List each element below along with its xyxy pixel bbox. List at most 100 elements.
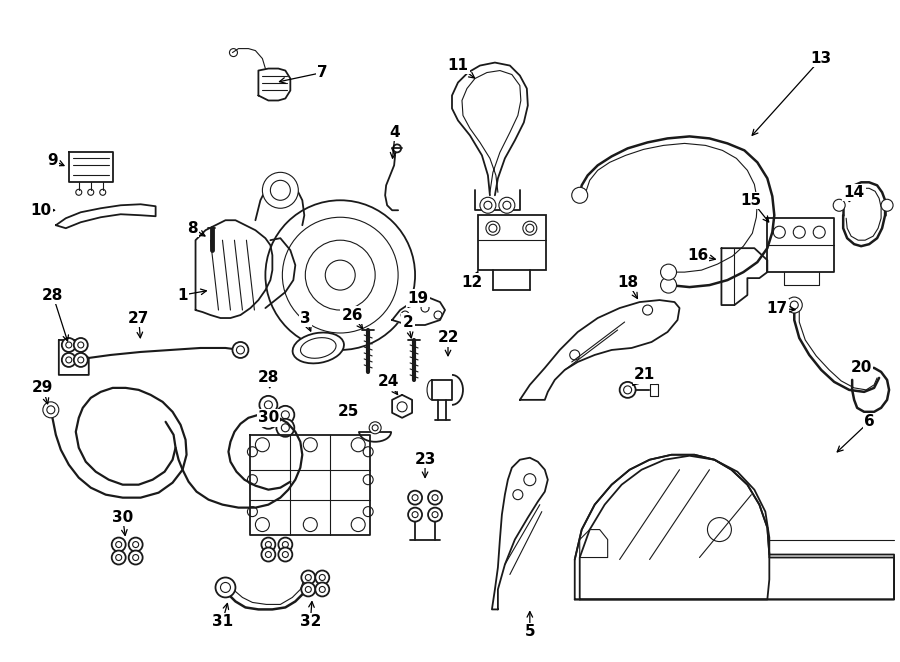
- Circle shape: [266, 201, 415, 350]
- Text: 18: 18: [617, 275, 638, 289]
- Text: 25: 25: [338, 404, 359, 419]
- Circle shape: [408, 491, 422, 504]
- Text: 26: 26: [341, 308, 363, 322]
- Text: 30: 30: [112, 510, 133, 525]
- Circle shape: [499, 197, 515, 213]
- Text: 32: 32: [300, 614, 321, 629]
- Polygon shape: [650, 384, 658, 396]
- Polygon shape: [195, 220, 273, 318]
- Circle shape: [881, 199, 893, 211]
- Polygon shape: [580, 455, 894, 599]
- Polygon shape: [575, 455, 770, 599]
- Polygon shape: [392, 298, 445, 325]
- Circle shape: [276, 419, 294, 437]
- Circle shape: [787, 297, 802, 313]
- Text: 1: 1: [177, 287, 188, 303]
- Text: 11: 11: [447, 58, 469, 73]
- Circle shape: [112, 538, 126, 551]
- Circle shape: [261, 547, 275, 561]
- Text: 6: 6: [864, 414, 875, 430]
- Polygon shape: [722, 248, 768, 305]
- Circle shape: [112, 551, 126, 565]
- Circle shape: [43, 402, 58, 418]
- Text: 20: 20: [850, 360, 872, 375]
- Polygon shape: [58, 340, 89, 375]
- Text: 7: 7: [317, 65, 328, 80]
- Polygon shape: [475, 190, 520, 211]
- Circle shape: [486, 221, 500, 235]
- Circle shape: [833, 199, 845, 211]
- Text: 27: 27: [128, 310, 149, 326]
- Text: 21: 21: [634, 367, 655, 383]
- Circle shape: [259, 411, 277, 429]
- Circle shape: [325, 260, 356, 290]
- Text: 5: 5: [525, 624, 535, 639]
- Polygon shape: [575, 455, 894, 599]
- Text: 16: 16: [687, 248, 708, 263]
- Circle shape: [315, 571, 329, 585]
- Circle shape: [278, 538, 293, 551]
- Polygon shape: [784, 272, 819, 285]
- Polygon shape: [520, 300, 680, 400]
- Circle shape: [263, 172, 298, 209]
- Circle shape: [261, 538, 275, 551]
- Polygon shape: [452, 63, 527, 195]
- Circle shape: [302, 583, 315, 596]
- Bar: [478, 215, 545, 270]
- Circle shape: [74, 338, 88, 352]
- Text: 14: 14: [843, 185, 865, 200]
- Circle shape: [428, 491, 442, 504]
- Circle shape: [661, 264, 677, 280]
- Polygon shape: [68, 152, 112, 182]
- Circle shape: [408, 508, 422, 522]
- Polygon shape: [56, 205, 156, 228]
- Text: 3: 3: [300, 310, 310, 326]
- Text: 12: 12: [462, 275, 482, 289]
- Text: 24: 24: [377, 375, 399, 389]
- Circle shape: [369, 422, 381, 434]
- Circle shape: [315, 583, 329, 596]
- Circle shape: [619, 382, 635, 398]
- Circle shape: [259, 396, 277, 414]
- Polygon shape: [432, 380, 452, 400]
- Text: 9: 9: [48, 153, 58, 168]
- Polygon shape: [492, 457, 548, 610]
- Polygon shape: [250, 435, 370, 535]
- Text: 28: 28: [257, 371, 279, 385]
- Text: 4: 4: [390, 125, 400, 140]
- Circle shape: [129, 538, 142, 551]
- Circle shape: [661, 277, 677, 293]
- Text: 29: 29: [32, 381, 53, 395]
- Circle shape: [572, 187, 588, 203]
- Circle shape: [302, 571, 315, 585]
- Text: 31: 31: [212, 614, 233, 629]
- Polygon shape: [258, 69, 291, 101]
- Circle shape: [278, 547, 293, 561]
- Text: 17: 17: [767, 301, 788, 316]
- Circle shape: [62, 353, 76, 367]
- Polygon shape: [768, 218, 834, 272]
- Circle shape: [276, 406, 294, 424]
- Text: 28: 28: [42, 287, 64, 303]
- Circle shape: [232, 342, 248, 358]
- Circle shape: [523, 221, 536, 235]
- Polygon shape: [580, 530, 608, 557]
- Text: 10: 10: [31, 203, 51, 218]
- Text: 15: 15: [741, 193, 762, 208]
- Text: 19: 19: [408, 291, 428, 306]
- Text: 22: 22: [437, 330, 459, 346]
- Polygon shape: [852, 368, 889, 412]
- Text: 30: 30: [257, 410, 279, 425]
- Circle shape: [62, 338, 76, 352]
- Text: 13: 13: [811, 51, 832, 66]
- Text: 23: 23: [414, 452, 436, 467]
- Polygon shape: [392, 395, 412, 418]
- Circle shape: [480, 197, 496, 213]
- Text: 8: 8: [187, 220, 198, 236]
- Text: 2: 2: [402, 314, 413, 330]
- Ellipse shape: [292, 332, 344, 363]
- Circle shape: [74, 353, 88, 367]
- Circle shape: [129, 551, 142, 565]
- Circle shape: [428, 508, 442, 522]
- Circle shape: [215, 577, 236, 597]
